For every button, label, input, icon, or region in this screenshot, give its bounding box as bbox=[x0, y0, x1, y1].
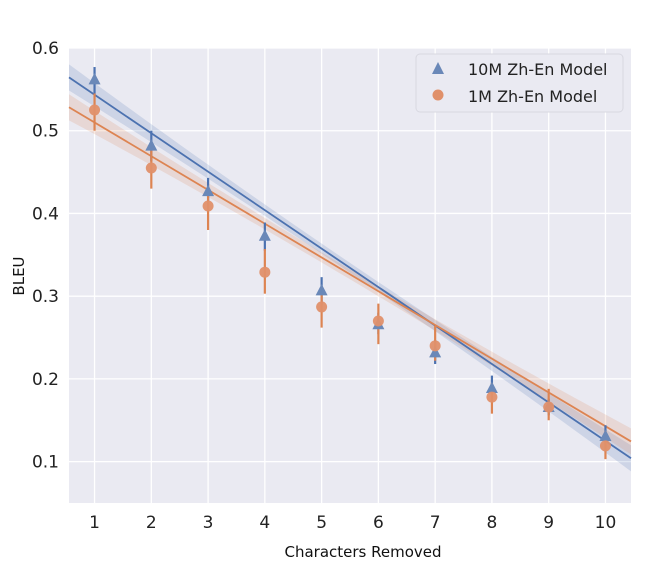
legend-box bbox=[415, 53, 624, 113]
x-tick-label: 3 bbox=[203, 513, 214, 533]
data-point bbox=[145, 162, 157, 174]
data-point bbox=[315, 283, 328, 296]
y-axis-label: BLEU bbox=[10, 256, 28, 295]
y-tick-labels: 0.1 0.2 0.3 0.4 0.5 0.6 bbox=[32, 39, 59, 473]
x-tick-label: 8 bbox=[487, 513, 498, 533]
data-point bbox=[599, 429, 612, 441]
data-point bbox=[88, 72, 101, 85]
x-tick-labels: 1 2 3 4 5 6 7 8 9 10 bbox=[89, 513, 616, 533]
y-tick-label: 0.1 bbox=[32, 453, 59, 473]
data-point bbox=[145, 139, 158, 151]
x-tick-label: 5 bbox=[316, 513, 327, 533]
plot-background bbox=[69, 48, 631, 503]
data-point bbox=[599, 440, 611, 452]
x-tick-label: 7 bbox=[430, 513, 441, 533]
x-tick-label: 9 bbox=[543, 513, 554, 533]
data-point bbox=[486, 391, 498, 403]
legend: 10M Zh-En Model 1M Zh-En Model bbox=[415, 53, 624, 113]
data-point bbox=[543, 401, 555, 413]
data-point bbox=[202, 184, 215, 197]
data-point bbox=[258, 229, 271, 241]
fit-line bbox=[68, 106, 632, 443]
legend-marker-1m bbox=[432, 89, 444, 101]
data-point bbox=[89, 104, 101, 116]
data-point bbox=[485, 381, 498, 394]
y-tick-label: 0.4 bbox=[32, 204, 59, 224]
data-points bbox=[88, 72, 612, 452]
y-tick-label: 0.3 bbox=[32, 287, 59, 307]
x-tick-label: 6 bbox=[373, 513, 384, 533]
x-tick-label: 10 bbox=[595, 513, 617, 533]
legend-label-10m: 10M Zh-En Model bbox=[468, 60, 608, 79]
legend-label-1m: 1M Zh-En Model bbox=[468, 87, 597, 106]
data-point bbox=[372, 315, 384, 327]
x-tick-label: 2 bbox=[146, 513, 157, 533]
fit-line bbox=[68, 76, 632, 460]
data-point bbox=[429, 340, 441, 352]
x-axis-label: Characters Removed bbox=[284, 543, 441, 561]
x-tick-label: 4 bbox=[259, 513, 270, 533]
y-tick-label: 0.5 bbox=[32, 122, 59, 142]
legend-marker-10m bbox=[432, 62, 444, 74]
data-point bbox=[202, 200, 214, 212]
x-tick-label: 1 bbox=[89, 513, 100, 533]
y-tick-label: 0.2 bbox=[32, 370, 59, 390]
regression-lines bbox=[68, 76, 632, 460]
data-point bbox=[429, 345, 442, 358]
data-point bbox=[259, 266, 271, 278]
y-tick-label: 0.6 bbox=[32, 39, 59, 59]
data-point bbox=[316, 301, 328, 313]
